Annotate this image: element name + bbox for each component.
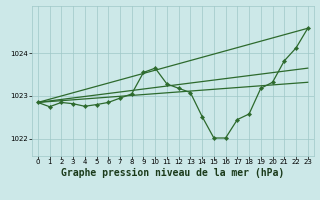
X-axis label: Graphe pression niveau de la mer (hPa): Graphe pression niveau de la mer (hPa) [61, 168, 284, 178]
